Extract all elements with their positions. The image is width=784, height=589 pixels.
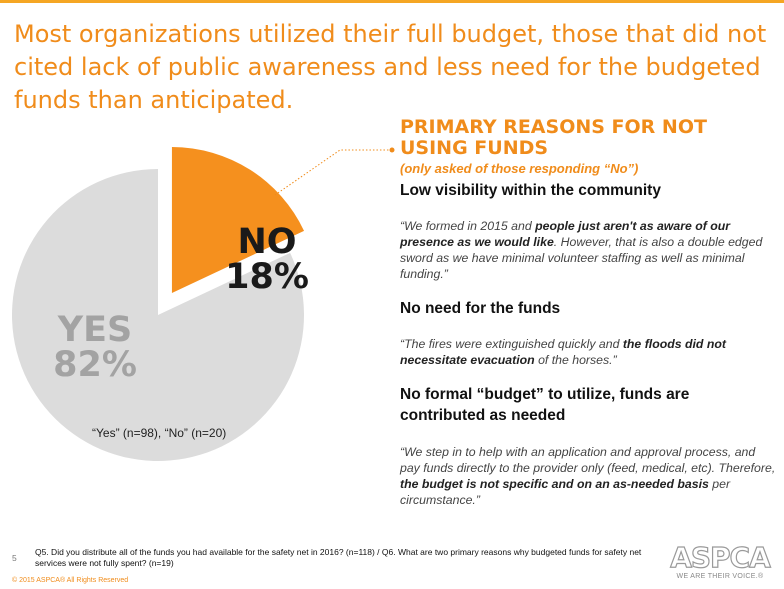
quote-segment: people just aren't as aware of our prese…: [400, 219, 731, 249]
quote-segment: “We formed in 2015 and: [400, 219, 536, 233]
reason-quote-1: “We formed in 2015 and people just aren'…: [400, 218, 778, 282]
reason-heading-1: Low visibility within the community: [400, 182, 661, 199]
reason-heading-2: No need for the funds: [400, 300, 561, 317]
quote-segment: of the horses.”: [534, 353, 617, 367]
callout-dot: [389, 147, 395, 153]
yes-slice-label: YES 82%: [30, 313, 160, 383]
callout-connector: [274, 149, 392, 196]
top-accent-rule: [0, 0, 784, 3]
reason-quote-3: “We step in to help with an application …: [400, 444, 778, 508]
page-number: 5: [12, 553, 17, 563]
aspca-logo: ASPCA WE ARE THEIR VOICE.®: [665, 541, 775, 580]
reasons-subtitle: (only asked of those responding “No”): [400, 161, 639, 176]
reason-quote-2: “The fires were extinguished quickly and…: [400, 336, 778, 368]
slide-headline: Most organizations utilized their full b…: [14, 20, 767, 114]
pie-slice-yes: [11, 169, 304, 462]
no-slice-percent: 18%: [225, 257, 309, 297]
reasons-title: PRIMARY REASONS FOR NOT USING FUNDS: [400, 116, 707, 159]
quote-segment: the budget is not specific and on an as-…: [400, 477, 709, 491]
quote-segment: “The fires were extinguished quickly and: [400, 337, 623, 351]
quote-segment: the floods did not necessitate evacuatio…: [400, 337, 726, 367]
pie-slice-no: [171, 147, 305, 294]
reason-heading-3: No formal “budget” to utilize, funds are…: [400, 386, 690, 424]
survey-question-footnote: Q5. Did you distribute all of the funds …: [35, 547, 642, 568]
yes-slice-name: YES: [57, 310, 133, 350]
logo-wordmark: ASPCA: [670, 541, 772, 574]
yes-slice-percent: 82%: [53, 345, 137, 385]
no-slice-label: NO 18%: [212, 225, 322, 295]
quote-segment: . However, that is also a double edged s…: [400, 235, 763, 281]
copyright-notice: © 2015 ASPCA® All Rights Reserved: [12, 577, 129, 584]
quote-segment: per circumstance.”: [400, 477, 731, 507]
no-slice-name: NO: [237, 222, 297, 262]
sample-size-note: “Yes” (n=98), “No” (n=20): [92, 426, 227, 440]
logo-tagline: WE ARE THEIR VOICE.®: [676, 573, 764, 580]
quote-segment: “We step in to help with an application …: [400, 445, 776, 475]
